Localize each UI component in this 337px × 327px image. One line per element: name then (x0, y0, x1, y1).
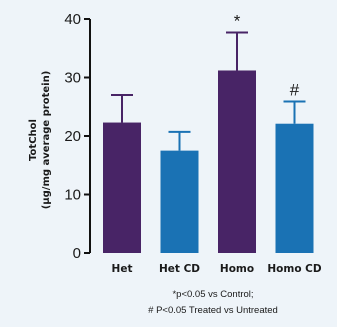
y-axis-label-line-1: TotChol (28, 119, 39, 161)
labels-layer: Het Het CD Homo * Homo CD #0 10 20 30 40 (64, 11, 322, 275)
y-tick-label-40: 40 (64, 11, 81, 28)
y-tick-label-0: 0 (73, 245, 81, 262)
y-axis-label-line-2: (μg/mg average protein) (41, 71, 52, 210)
bar-het (103, 122, 141, 253)
footnote-line-2: # P<0.05 Treated vs Untreated (148, 305, 278, 316)
y-tick-label-30: 30 (64, 70, 81, 87)
axes-layer (84, 18, 91, 254)
y-axis-label: TotChol (μg/mg average protein) (28, 71, 52, 210)
footnote-line-1: *p<0.05 vs Control; (172, 289, 253, 300)
significance-marker-homo-cd: # (290, 80, 300, 99)
x-tick-label-homo: Homo (220, 263, 254, 275)
bar-het-cd (160, 150, 199, 253)
significance-marker-homo: * (234, 11, 241, 30)
footnote: *p<0.05 vs Control; # P<0.05 Treated vs … (148, 289, 278, 316)
x-tick-label-homo-cd: Homo CD (267, 263, 322, 275)
x-tick-label-het-cd: Het CD (159, 263, 200, 275)
bar-homo-cd (275, 123, 314, 253)
bar-homo (218, 70, 256, 253)
y-tick-label-10: 10 (64, 187, 81, 204)
x-tick-label-het: Het (112, 263, 133, 275)
bars-layer (103, 31, 314, 253)
y-tick-label-20: 20 (64, 128, 81, 145)
